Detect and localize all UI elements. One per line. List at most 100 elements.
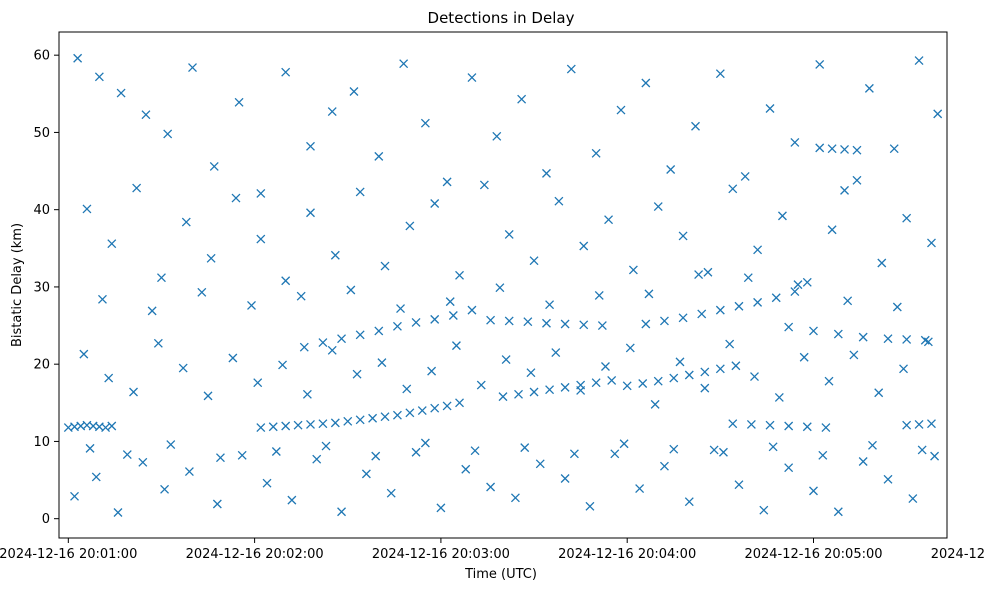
detection-point: [802, 277, 812, 287]
detection-point: [141, 110, 151, 120]
detection-point: [392, 321, 402, 331]
detection-point: [337, 334, 347, 344]
detection-point: [731, 361, 741, 371]
detection-point: [132, 183, 142, 193]
detection-point: [715, 305, 725, 315]
detection-point: [327, 107, 337, 117]
detection-point: [715, 364, 725, 374]
detection-point: [104, 373, 114, 383]
detection-point: [337, 507, 347, 517]
detection-point: [184, 467, 194, 477]
detection-point: [718, 447, 728, 457]
detection-point: [852, 175, 862, 185]
detection-point: [902, 335, 912, 344]
detection-point: [228, 353, 238, 363]
detection-point: [840, 185, 849, 195]
detection-point: [355, 187, 365, 197]
detection-point: [892, 302, 902, 312]
detection-point: [601, 362, 610, 371]
x-tick-label: 2024-12-16 20:04:00: [558, 547, 696, 562]
detection-point: [827, 225, 837, 235]
detection-point: [610, 449, 620, 459]
chart-title: Detections in Delay: [428, 9, 575, 27]
detection-point: [591, 148, 601, 158]
detection-point: [765, 104, 775, 113]
y-axis: 0 10 20 30 40 50 60: [33, 49, 59, 527]
detection-point: [734, 480, 744, 490]
detection-point: [753, 297, 763, 307]
detection-point: [622, 381, 632, 391]
detection-point: [306, 419, 315, 429]
detection-point: [268, 422, 278, 432]
detection-point: [306, 208, 315, 218]
detection-point: [691, 121, 700, 131]
detection-point: [330, 418, 340, 428]
detection-point: [933, 109, 943, 119]
detection-point: [138, 457, 148, 467]
detection-point: [451, 341, 461, 351]
detection-point: [753, 245, 763, 255]
detection-point: [666, 165, 676, 174]
detection-point: [321, 441, 331, 451]
detection-point: [809, 486, 818, 496]
y-tick-label: 30: [33, 280, 50, 295]
x-tick-label: 2024-12-16 20:06:00: [931, 547, 984, 562]
detection-point: [542, 168, 551, 178]
detection-point: [461, 464, 471, 474]
detection-point: [790, 138, 800, 147]
detection-point: [840, 144, 849, 154]
detection-point: [560, 319, 570, 329]
detection-point: [374, 326, 384, 336]
detection-point: [157, 273, 166, 283]
detection-point: [917, 445, 927, 455]
detection-point: [278, 360, 288, 370]
detection-point: [442, 177, 452, 187]
detection-point: [377, 358, 387, 368]
detection-point: [927, 419, 936, 429]
detection-point: [231, 193, 241, 203]
detection-point: [684, 497, 694, 507]
detection-point: [902, 213, 912, 223]
detection-point: [697, 309, 707, 319]
data-points: [63, 53, 943, 517]
detection-point: [743, 273, 753, 283]
x-tick-label: 2024-12-16 20:03:00: [372, 547, 510, 562]
detection-point: [560, 474, 570, 483]
y-tick-label: 50: [33, 126, 50, 141]
x-tick-label: 2024-12-16 20:02:00: [186, 547, 324, 562]
detection-point: [492, 131, 502, 141]
detection-point: [734, 301, 744, 311]
detection-point: [784, 322, 794, 332]
detection-point: [306, 141, 315, 151]
detection-point: [529, 256, 539, 266]
detection-point: [293, 420, 303, 430]
detection-point: [281, 276, 291, 286]
detection-point: [380, 261, 390, 271]
y-tick-label: 60: [33, 49, 50, 64]
detection-point: [455, 270, 464, 280]
detection-point: [520, 443, 530, 453]
detection-point: [669, 373, 679, 383]
detection-point: [122, 450, 132, 460]
detection-point: [318, 419, 328, 429]
detection-point: [526, 368, 536, 378]
detection-point: [684, 370, 694, 380]
detection-point: [874, 388, 884, 398]
detection-point: [178, 363, 188, 373]
detection-point: [616, 105, 626, 115]
detection-point: [653, 376, 663, 386]
detection-point: [374, 151, 384, 161]
detection-point: [442, 401, 452, 411]
detection-point: [784, 463, 794, 473]
detection-point: [740, 172, 750, 181]
detection-point: [607, 375, 617, 385]
detection-point: [852, 145, 862, 155]
x-tick-label: 2024-12-16 20:01:00: [0, 547, 137, 562]
detection-point: [271, 447, 281, 456]
detection-point: [883, 474, 893, 484]
detection-point: [523, 317, 533, 327]
detection-point: [843, 296, 853, 306]
detection-point: [399, 59, 409, 69]
detection-point: [361, 469, 371, 479]
detection-point: [486, 482, 496, 492]
